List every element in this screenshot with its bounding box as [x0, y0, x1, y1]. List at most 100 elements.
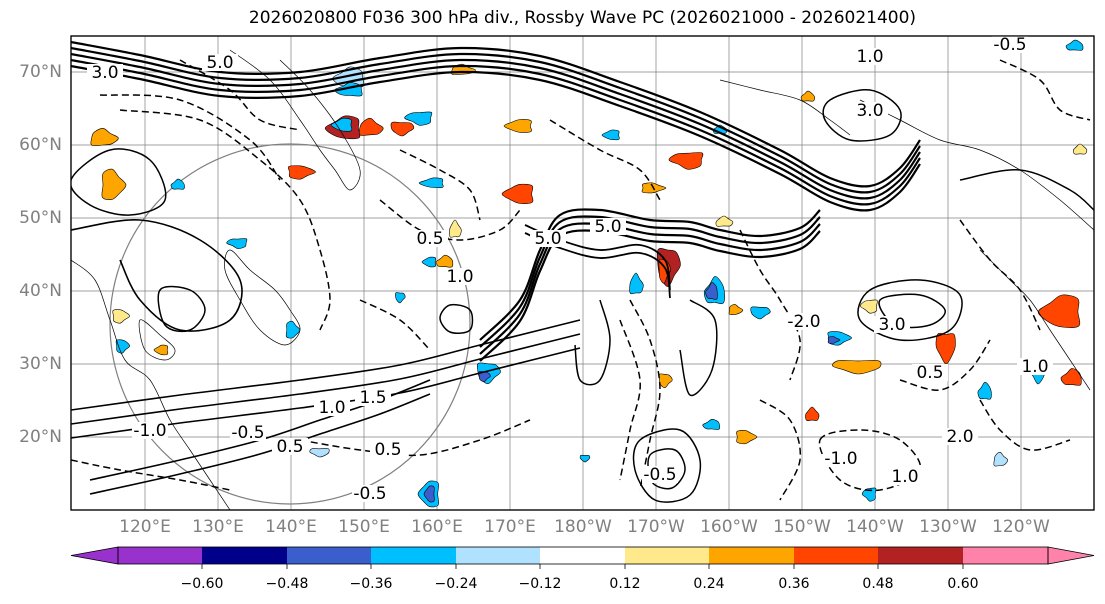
lon-label: 150°W	[773, 517, 831, 537]
lon-label: 130°W	[919, 517, 977, 537]
colorbar-tick-label: 0.48	[862, 576, 894, 592]
lon-label: 140°E	[265, 517, 317, 537]
contour-label: 5.0	[206, 53, 233, 73]
positive-contour	[479, 222, 821, 355]
colorbar-segment	[540, 547, 625, 564]
contour-labels: 3.0 5.0 1.00.51.00.55.01.51.00.51.0-0.5-1.…	[87, 35, 1053, 504]
coastline	[138, 319, 176, 361]
divergence-cell	[579, 454, 591, 463]
positive-contour	[632, 428, 702, 503]
contour-label: -1.0	[824, 449, 857, 469]
colorbar-segment	[202, 547, 287, 564]
divergence-cell	[1073, 143, 1088, 155]
colorbar-segment	[963, 547, 1048, 564]
colorbar-tick-label: −0.36	[349, 576, 393, 592]
divergence-cell	[601, 129, 620, 141]
divergence-cell	[395, 292, 406, 304]
contour-label-bg	[1017, 358, 1053, 375]
coastline	[229, 49, 361, 191]
divergence-cell	[860, 299, 878, 314]
colorbar-tick-label: −0.48	[265, 576, 309, 592]
contour-label-bg	[442, 268, 478, 285]
coastline	[71, 259, 231, 510]
positive-contour	[71, 333, 581, 425]
divergence-cell	[935, 332, 956, 365]
lon-label: 140°W	[846, 517, 904, 537]
positive-contour	[71, 40, 921, 188]
divergence-cell	[390, 121, 415, 137]
colorbar-extend-max	[1047, 546, 1095, 565]
divergence-cell	[705, 282, 718, 300]
lat-label: 70°N	[19, 62, 62, 82]
colorbar-tick-label: −0.12	[518, 576, 562, 592]
contour-label: 0.5	[916, 363, 943, 383]
colorbar-tick-label: 0.24	[693, 576, 725, 592]
divergence-cell	[330, 117, 353, 132]
positive-contour	[71, 148, 167, 216]
contour-label: 1.0	[891, 467, 918, 487]
lat-label: 60°N	[19, 135, 62, 155]
divergence-cell	[702, 418, 721, 430]
divergence-cell	[153, 344, 169, 356]
positive-contour	[679, 299, 718, 397]
divergence-cell	[418, 177, 444, 188]
negative-contour	[759, 399, 802, 501]
divergence-cell	[668, 152, 704, 170]
colorbar-tick-label: 0.12	[609, 576, 641, 592]
lon-label: 160°W	[700, 517, 758, 537]
coastline	[224, 249, 301, 346]
contour-label: 1.0	[446, 267, 473, 287]
divergence-cell	[832, 360, 882, 375]
positive-contour	[157, 285, 206, 333]
colorbar-tick-label: 0.60	[947, 576, 979, 592]
lon-label: 150°E	[338, 517, 390, 537]
lat-label: 40°N	[19, 281, 62, 301]
negative-contour	[739, 229, 801, 381]
contour-label: 3.0	[91, 63, 118, 83]
lat-label: 50°N	[19, 208, 62, 228]
divergence-cell	[478, 371, 491, 382]
contour-label: 1.0	[1021, 357, 1048, 377]
lon-label: 170°W	[627, 517, 685, 537]
coastline	[859, 99, 1094, 231]
contour-label-bg	[852, 48, 888, 65]
contour-label-bg	[87, 64, 123, 81]
divergence-cell	[101, 168, 127, 200]
contour-label-bg	[942, 428, 978, 445]
colorbar-segment	[878, 547, 963, 564]
divergence-cell	[112, 309, 130, 324]
colorbar-segment	[118, 547, 202, 564]
negative-contour	[299, 419, 531, 457]
colorbar-tick-label: −0.60	[180, 576, 224, 592]
contour-label: -0.5	[993, 35, 1026, 55]
divergence-shading	[90, 39, 1088, 508]
colorbar-tick-label: 0.36	[778, 576, 810, 592]
negative-contour	[619, 319, 641, 481]
divergence-cell	[1065, 39, 1084, 51]
colorbar-tick-label: −0.24	[434, 576, 478, 592]
positive-contour	[857, 279, 963, 342]
contour-label: -0.5	[643, 465, 676, 485]
contour-label: 3.0	[878, 315, 905, 335]
contour-label: 2.0	[946, 427, 973, 447]
divergence-cell	[736, 430, 758, 445]
contour-label: 1.0	[856, 47, 883, 67]
divergence-cell	[285, 320, 301, 339]
contour-label-bg	[352, 485, 388, 502]
divergence-cell	[861, 487, 877, 502]
colorbar-outline	[117, 546, 1049, 565]
divergence-cell	[800, 90, 815, 102]
contour-label-bg	[852, 102, 888, 119]
coastline	[719, 79, 851, 136]
contour-label-bg	[230, 424, 266, 441]
divergence-cell	[115, 339, 130, 354]
positive-contour	[71, 64, 921, 212]
negative-contour	[179, 59, 301, 131]
divergence-cell	[90, 127, 119, 146]
lon-label: 160°E	[411, 517, 463, 537]
colorbar-segment	[625, 547, 709, 564]
divergence-cell	[658, 373, 673, 389]
contour-label-bg	[132, 422, 168, 439]
positive-contour	[71, 58, 921, 206]
